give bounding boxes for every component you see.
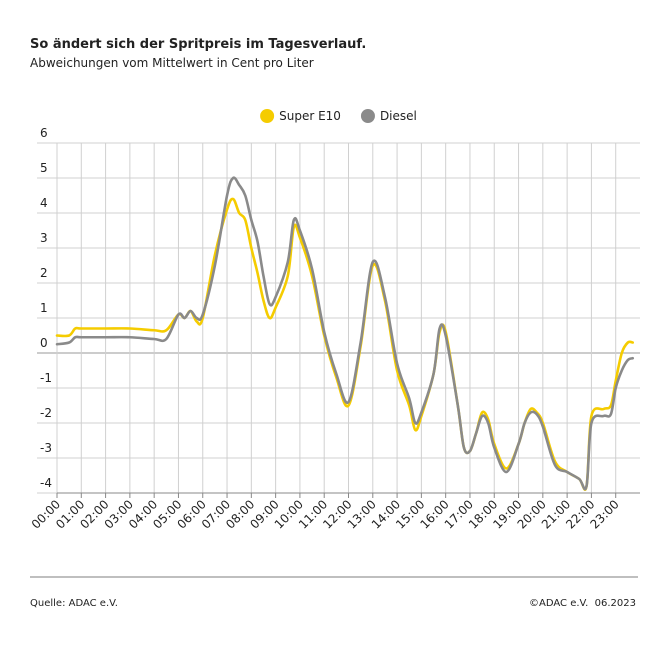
copyright: ©ADAC e.V. 06.2023: [529, 598, 636, 609]
y-tick-label: 5: [40, 161, 48, 175]
legend: Super E10 Diesel: [260, 109, 417, 123]
legend-label: Super E10: [279, 109, 341, 123]
y-tick-label: 3: [40, 231, 48, 245]
y-tick-label: -2: [40, 406, 52, 420]
legend-swatch: [360, 109, 375, 123]
chart-title: So ändert sich der Spritpreis im Tagesve…: [30, 37, 366, 52]
series-line: [55, 176, 635, 491]
legend-swatch: [260, 109, 275, 123]
legend-label: Diesel: [380, 109, 417, 123]
y-tick-label: 2: [40, 266, 48, 280]
y-tick-label: 0: [40, 336, 48, 350]
y-tick-label: -4: [40, 476, 52, 490]
y-tick-label: -1: [40, 371, 52, 385]
y-tick-label: 4: [40, 196, 48, 210]
y-tick-label: 6: [40, 126, 48, 140]
y-tick-label: -3: [40, 441, 52, 455]
chart-subtitle: Abweichungen vom Mittelwert in Cent pro …: [30, 56, 314, 70]
y-tick-label: 1: [40, 301, 48, 315]
source: Quelle: ADAC e.V.: [30, 598, 118, 609]
